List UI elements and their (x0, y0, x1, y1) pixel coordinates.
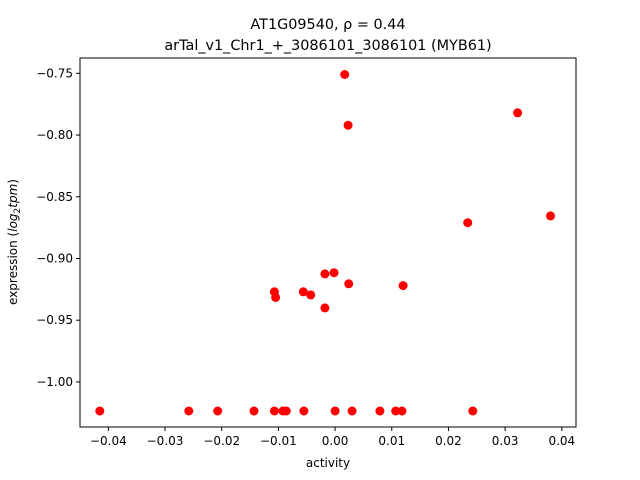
data-point (513, 108, 523, 118)
x-tick-label: 0.03 (492, 434, 519, 448)
data-point (463, 218, 473, 228)
plot-frame (79, 57, 577, 428)
data-point (298, 287, 308, 297)
x-ticks: −0.04 −0.03 −0.02 −0.01 0.00 0.01 0.02 0.03 0.04 (90, 427, 575, 448)
data-point (347, 406, 357, 416)
data-point (249, 406, 259, 416)
data-point (375, 406, 385, 416)
data-point (320, 303, 330, 313)
y-tick-label: −0.85 (36, 190, 73, 204)
data-point (281, 406, 291, 416)
y-tick-label: −0.90 (36, 251, 73, 265)
y-tick-label: −0.80 (36, 128, 73, 142)
data-point (271, 292, 281, 302)
x-tick-label: 0.00 (322, 434, 349, 448)
x-tick-label: −0.04 (90, 434, 127, 448)
data-point (340, 70, 350, 79)
chart-title-line2: arTal_v1_Chr1_+_3086101_3086101 (MYB61) (164, 38, 491, 54)
data-point (330, 406, 340, 416)
data-point (306, 290, 316, 300)
x-axis-label: activity (306, 456, 350, 470)
data-point (95, 406, 105, 416)
y-tick-label: −1.00 (36, 375, 73, 389)
data-point (269, 406, 279, 416)
chart-title-line1: AT1G09540, ρ = 0.44 (250, 17, 405, 33)
y-ticks: −1.00 −0.95 −0.90 −0.85 −0.80 −0.75 (36, 66, 80, 389)
data-point (343, 120, 353, 130)
y-tick-label: −0.75 (36, 66, 73, 80)
data-point (329, 268, 339, 278)
data-point (320, 269, 330, 279)
data-point (213, 406, 223, 416)
x-tick-label: 0.01 (378, 434, 405, 448)
points-layer (95, 70, 555, 416)
data-point (184, 406, 194, 416)
y-axis-label: expression (log2tpm) (6, 179, 23, 305)
data-point (344, 279, 354, 289)
data-point (546, 211, 555, 221)
x-tick-label: −0.01 (260, 434, 297, 448)
x-tick-label: −0.02 (203, 434, 240, 448)
x-tick-label: −0.03 (147, 434, 184, 448)
data-point (391, 406, 401, 416)
data-point (397, 406, 407, 416)
y-tick-label: −0.95 (36, 313, 73, 327)
x-tick-label: 0.02 (435, 434, 462, 448)
x-tick-label: 0.04 (548, 434, 575, 448)
data-point (299, 406, 309, 416)
data-point (398, 281, 408, 291)
data-point (468, 406, 478, 416)
